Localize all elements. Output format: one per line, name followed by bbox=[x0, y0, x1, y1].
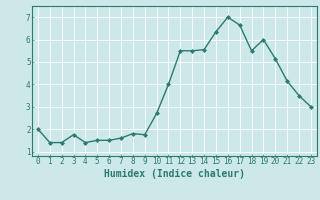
X-axis label: Humidex (Indice chaleur): Humidex (Indice chaleur) bbox=[104, 169, 245, 179]
